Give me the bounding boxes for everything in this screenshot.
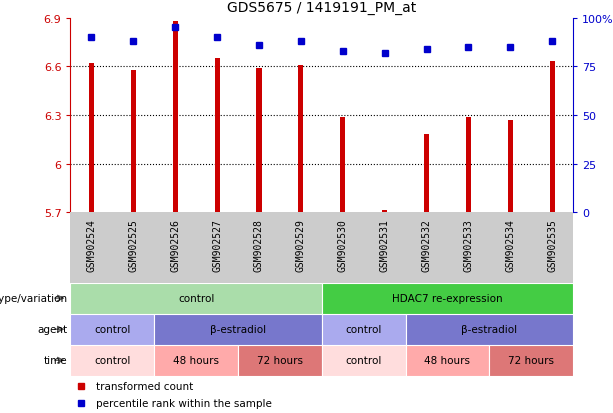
Text: control: control [346, 324, 382, 335]
Text: β-estradiol: β-estradiol [462, 324, 517, 335]
Text: 48 hours: 48 hours [173, 355, 219, 366]
Text: time: time [44, 355, 67, 366]
Text: 48 hours: 48 hours [424, 355, 471, 366]
Text: transformed count: transformed count [96, 381, 193, 391]
Bar [70, 283, 322, 314]
Text: GSM902534: GSM902534 [505, 218, 516, 271]
Bar [406, 314, 573, 345]
Bar [382, 210, 387, 213]
Bar [508, 121, 513, 213]
Bar [466, 117, 471, 213]
Bar [238, 345, 322, 376]
Bar [256, 69, 262, 213]
Text: β-estradiol: β-estradiol [210, 324, 266, 335]
Text: control: control [94, 324, 131, 335]
Text: GSM902535: GSM902535 [547, 218, 557, 271]
Bar [70, 314, 154, 345]
Text: GSM902531: GSM902531 [379, 218, 390, 271]
Bar [550, 62, 555, 213]
Text: control: control [178, 293, 215, 304]
Bar [322, 345, 406, 376]
Text: control: control [346, 355, 382, 366]
Text: genotype/variation: genotype/variation [0, 293, 67, 304]
Bar [154, 345, 238, 376]
Text: GSM902533: GSM902533 [463, 218, 473, 271]
Text: GSM902526: GSM902526 [170, 218, 180, 271]
Bar [173, 22, 178, 213]
Text: GSM902527: GSM902527 [212, 218, 222, 271]
Text: 72 hours: 72 hours [508, 355, 554, 366]
Bar [406, 345, 489, 376]
Text: GSM902525: GSM902525 [128, 218, 139, 271]
Bar [131, 70, 136, 213]
Bar [299, 66, 303, 213]
Text: GSM902524: GSM902524 [86, 218, 96, 271]
Text: control: control [94, 355, 131, 366]
Bar [70, 345, 154, 376]
Text: GSM902528: GSM902528 [254, 218, 264, 271]
Bar [340, 117, 345, 213]
Text: agent: agent [37, 324, 67, 335]
Bar [322, 283, 573, 314]
Bar [424, 135, 429, 213]
Title: GDS5675 / 1419191_PM_at: GDS5675 / 1419191_PM_at [227, 1, 416, 15]
Text: percentile rank within the sample: percentile rank within the sample [96, 398, 272, 408]
Text: GSM902532: GSM902532 [422, 218, 432, 271]
Text: HDAC7 re-expression: HDAC7 re-expression [392, 293, 503, 304]
Text: GSM902529: GSM902529 [296, 218, 306, 271]
Bar [154, 314, 322, 345]
Bar [89, 64, 94, 213]
Bar [215, 59, 219, 213]
Text: 72 hours: 72 hours [257, 355, 303, 366]
Bar [322, 314, 406, 345]
Bar [489, 345, 573, 376]
Text: GSM902530: GSM902530 [338, 218, 348, 271]
